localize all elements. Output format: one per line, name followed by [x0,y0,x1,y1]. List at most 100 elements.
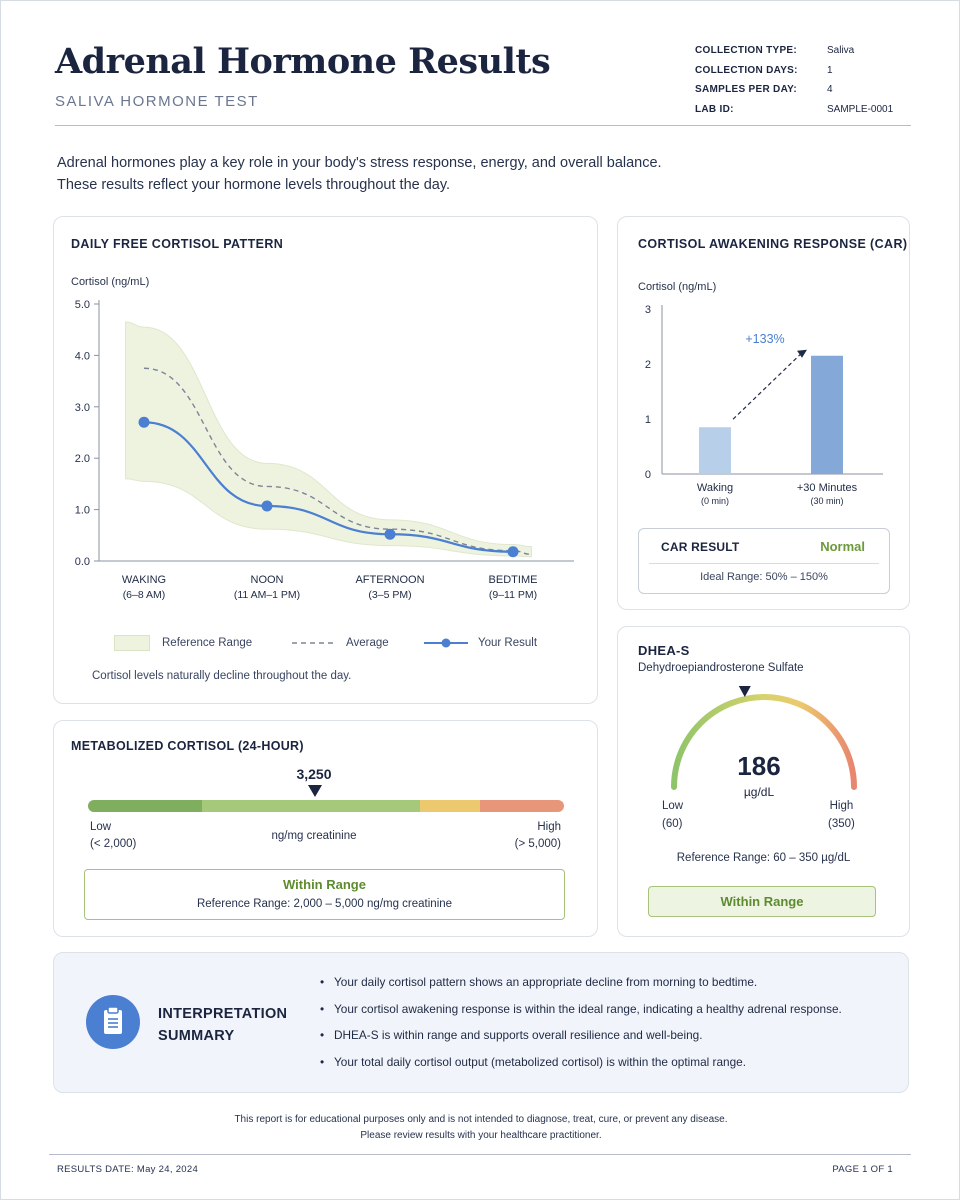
list-item: Your total daily cortisol output (metabo… [320,1055,890,1082]
interpretation-list: Your daily cortisol pattern shows an app… [320,975,890,1081]
disclaimer-line: This report is for educational purposes … [234,1114,728,1125]
reference-range-band [125,321,532,558]
x-tick-sublabel: (30 min) [810,496,843,506]
x-tick-label: AFTERNOON [355,574,424,586]
y-tick-label: 0 [645,469,651,481]
metabolized-cortisol-card: METABOLIZED CORTISOL (24-HOUR) 3,250 Low… [53,720,598,937]
your-result-line [143,421,514,553]
car-result-label: CAR RESULT [661,540,740,554]
gauge-arc [671,694,857,790]
meta-label: COLLECTION DAYS: [695,64,798,76]
x-tick-label: WAKING [122,574,166,586]
metabolized-unit: ng/mg creatinine [271,830,357,842]
disclaimer-line: Please review results with your healthca… [360,1130,602,1141]
metabolized-status-box: Within Range Reference Range: 2,000 – 5,… [84,869,565,920]
y-tick-label: 5.0 [75,299,90,311]
dhea-status-badge: Within Range [648,886,876,917]
marker-triangle-icon [308,785,322,797]
meta-value: 4 [827,84,833,96]
intro-line: These results reflect your hormone level… [57,177,451,193]
dhea-high-label: High (350) [828,797,855,833]
clipboard-icon [86,995,140,1049]
metabolized-title: METABOLIZED CORTISOL (24-HOUR) [71,739,304,753]
intro-line: Adrenal hormones play a key role in your… [57,155,662,171]
legend-reference-range: Reference Range [114,634,252,652]
header-divider [55,125,911,126]
legend-label: Reference Range [162,637,253,649]
legend-your-result: Your Result [424,634,537,652]
high-value: (350) [828,818,855,830]
metabolized-value: 3,250 [296,766,332,782]
meta-value: SAMPLE-0001 [827,103,894,115]
x-tick-label: Waking [697,482,733,494]
page-subtitle: SALIVA HORMONE TEST [55,93,259,110]
dhea-value: 186 [737,751,781,781]
meta-row: SAMPLES PER DAY: 4 [695,80,915,100]
dhea-low-label: Low (60) [662,797,683,833]
metabolized-reference: Reference Range: 2,000 – 5,000 ng/mg cre… [196,898,453,910]
meta-value: Saliva [827,45,855,57]
intro-text: Adrenal hormones play a key role in your… [57,152,757,196]
arrow-head-icon [797,349,807,358]
range-bar-high [480,800,564,812]
meta-row: COLLECTION TYPE: Saliva [695,41,915,61]
footer-divider [49,1154,911,1155]
y-tick-label: 3 [645,304,651,316]
metabolized-high: High (> 5,000) [515,819,561,853]
y-tick-label: 3.0 [75,402,90,414]
meta-label: SAMPLES PER DAY: [695,84,798,96]
y-axis-label: Cortisol (ng/mL) [638,281,716,293]
list-item: DHEA-S is within range and supports over… [320,1028,890,1055]
page-title: Adrenal Hormone Results [55,41,551,82]
y-axis-label: Cortisol (ng/mL) [71,276,149,288]
disclaimer: This report is for educational purposes … [1,1112,960,1144]
reference-range-swatch [114,635,150,651]
daily-note: Cortisol levels naturally decline throug… [92,670,352,682]
low-text: Low [90,821,112,833]
x-tick-label: +30 Minutes [797,482,858,494]
y-tick-label: 2.0 [75,453,90,465]
result-point [138,416,150,428]
y-tick-label: 1 [645,414,651,426]
high-text: High [537,821,561,833]
meta-label: COLLECTION TYPE: [695,45,798,57]
y-tick-label: 1.0 [75,505,90,517]
range-bar-elevated [420,800,480,812]
car-title: CORTISOL AWAKENING RESPONSE (CAR) [638,237,908,251]
legend-average: Average [292,634,389,652]
dhea-unit: µg/dL [743,785,775,799]
result-point [507,546,519,558]
metabolized-low: Low (< 2,000) [90,819,136,853]
dhea-title: DHEA-S [638,643,690,658]
car-result-box: CAR RESULT Normal Ideal Range: 50% – 150… [638,528,890,594]
range-bar-optimal [202,800,420,812]
meta-row: LAB ID: SAMPLE-0001 [695,100,915,120]
chart-legend: Reference Range Average Your Result [114,634,574,654]
x-tick-sublabel: (6–8 AM) [123,589,166,601]
car-chart: Cortisol (ng/mL) 0 1 2 3 Waking (0 min) +30 Min… [638,281,883,506]
car-result-value: Normal [820,539,865,554]
interpretation-card: INTERPRETATION SUMMARY Your daily cortis… [53,952,909,1093]
low-value: (60) [662,818,683,830]
result-point [384,528,396,540]
title-line: INTERPRETATION [158,1006,288,1022]
list-item: Your cortisol awakening response is with… [320,1002,890,1029]
legend-label: Your Result [478,637,538,649]
car-percent-annotation: +133% [745,332,784,346]
low-text: Low [662,800,684,812]
x-tick-sublabel: (0 min) [701,496,729,506]
dhea-reference: Reference Range: 60 – 350 µg/dL [676,852,851,864]
y-tick-label: 2 [645,359,651,371]
car-card: CORTISOL AWAKENING RESPONSE (CAR) Cortis… [617,216,910,610]
your-result-swatch [424,638,468,648]
y-tick-label: 0.0 [75,556,90,568]
y-tick-label: 4.0 [75,350,90,362]
divider [649,563,879,564]
range-bar-low [88,800,202,812]
collection-meta: COLLECTION TYPE: Saliva COLLECTION DAYS: 1… [695,41,915,119]
metabolized-status: Within Range [283,877,366,892]
daily-cortisol-card: DAILY FREE CORTISOL PATTERN Cortisol (ng… [53,216,598,704]
average-swatch [292,642,336,644]
x-tick-sublabel: (9–11 PM) [489,589,537,601]
high-value: (> 5,000) [514,838,561,850]
